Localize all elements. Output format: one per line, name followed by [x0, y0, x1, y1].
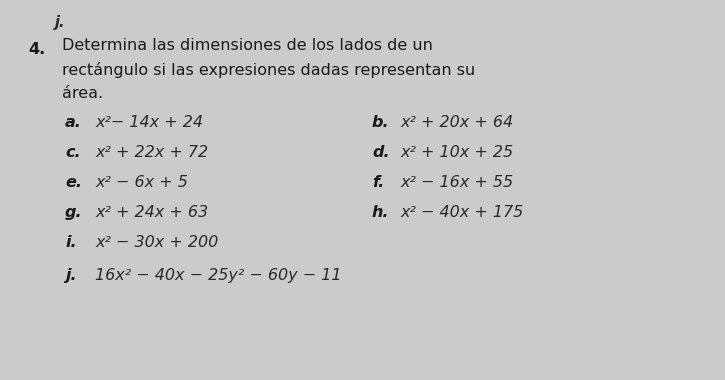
Text: a.: a.: [65, 115, 82, 130]
Text: rectángulo si las expresiones dadas representan su: rectángulo si las expresiones dadas repr…: [62, 62, 476, 78]
Text: x² + 10x + 25: x² + 10x + 25: [400, 145, 513, 160]
Text: x² − 6x + 5: x² − 6x + 5: [95, 175, 188, 190]
Text: i.: i.: [65, 235, 77, 250]
Text: e.: e.: [65, 175, 82, 190]
Text: x² − 16x + 55: x² − 16x + 55: [400, 175, 513, 190]
Text: área.: área.: [62, 86, 103, 101]
Text: b.: b.: [372, 115, 389, 130]
Text: x² + 20x + 64: x² + 20x + 64: [400, 115, 513, 130]
Text: j.: j.: [65, 268, 77, 283]
Text: h.: h.: [372, 205, 389, 220]
Text: j.: j.: [55, 15, 65, 30]
Text: 16x² − 40x − 25y² − 60y − 11: 16x² − 40x − 25y² − 60y − 11: [95, 268, 341, 283]
Text: g.: g.: [65, 205, 83, 220]
Text: x² − 40x + 175: x² − 40x + 175: [400, 205, 523, 220]
Text: Determina las dimensiones de los lados de un: Determina las dimensiones de los lados d…: [62, 38, 433, 53]
Text: x²− 14x + 24: x²− 14x + 24: [95, 115, 203, 130]
Text: x² + 24x + 63: x² + 24x + 63: [95, 205, 208, 220]
Text: f.: f.: [372, 175, 384, 190]
Text: 4.: 4.: [28, 42, 45, 57]
Text: x² − 30x + 200: x² − 30x + 200: [95, 235, 218, 250]
Text: d.: d.: [372, 145, 389, 160]
Text: c.: c.: [65, 145, 80, 160]
Text: x² + 22x + 72: x² + 22x + 72: [95, 145, 208, 160]
